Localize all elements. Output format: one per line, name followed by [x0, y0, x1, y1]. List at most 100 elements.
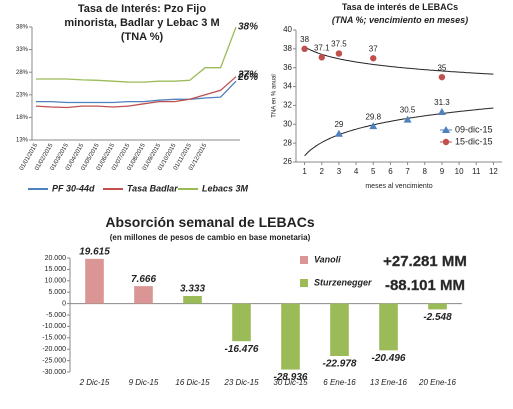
- x-tick-label: 13 Ene-16: [370, 378, 407, 387]
- bar: [428, 303, 447, 310]
- legend-label: Tasa Badlar: [127, 183, 178, 193]
- data-label: -16.476: [225, 344, 259, 355]
- point: [318, 54, 325, 61]
- chart-subtitle: (TNA %; vencimiento en meses): [331, 15, 469, 25]
- data-label: -22.978: [323, 359, 357, 370]
- point: [438, 73, 446, 81]
- y-tick-label: 38%: [16, 25, 29, 31]
- y-tick-label: 0: [62, 300, 66, 307]
- data-label: -28.936: [274, 372, 308, 383]
- point: [437, 108, 446, 116]
- y-tick-label: 5.000: [48, 289, 66, 296]
- data-label: -20.496: [372, 353, 406, 364]
- data-label: 3.333: [180, 284, 205, 295]
- y-tick-label: 34: [283, 82, 292, 91]
- x-tick-label: 10: [455, 167, 464, 176]
- y-tick-label: 36: [283, 63, 292, 72]
- data-label: 37.5: [331, 40, 347, 49]
- x-tick-label: 1: [302, 167, 307, 176]
- data-label: 38%: [238, 22, 258, 33]
- data-label: -2.548: [423, 312, 452, 323]
- y-tick-label: -20.000: [42, 346, 66, 353]
- legend-swatch: [300, 256, 308, 264]
- y-tick-label: 30: [283, 119, 292, 128]
- chart-subtitle: (en millones de pesos de cambio en base …: [109, 233, 311, 242]
- x-tick-label: 16 Dic-15: [175, 378, 210, 387]
- data-label: 31.3: [434, 98, 450, 107]
- legend-label: Lebacs 3M: [202, 183, 249, 193]
- x-axis-label: meses al vencimiento: [365, 183, 432, 190]
- chart-title: Absorción semanal de LEBACs: [105, 214, 315, 230]
- y-tick-label: -30.000: [42, 369, 66, 376]
- x-tick-label: 9: [440, 167, 445, 176]
- legend-label: PF 30-44d: [52, 183, 95, 193]
- x-tick-label: 23 Dic-15: [223, 378, 259, 387]
- data-label: 19.615: [79, 247, 110, 258]
- x-tick-label: 6: [388, 167, 393, 176]
- y-tick-label: -25.000: [42, 357, 66, 364]
- trendline: [304, 46, 494, 75]
- y-tick-label: 18%: [16, 115, 29, 121]
- bar: [134, 286, 153, 304]
- data-label: 37.1: [314, 43, 330, 52]
- point: [301, 45, 308, 53]
- data-label: 37: [369, 44, 378, 53]
- line-series: [36, 26, 237, 83]
- x-tick-label: 2 Dic-15: [79, 378, 110, 387]
- x-tick-label: 5: [371, 167, 376, 176]
- chart-title: Tasa de Interés: Pzo Fijo minorista, Bad…: [64, 3, 220, 43]
- x-tick-label: 7: [405, 167, 410, 176]
- bar: [232, 303, 251, 342]
- x-tick-label: 6 Ene-16: [323, 378, 356, 387]
- data-label: 38: [300, 35, 309, 44]
- point: [370, 55, 377, 62]
- bar: [379, 303, 398, 351]
- legend-label: Vanoli: [314, 254, 341, 264]
- point: [334, 129, 343, 137]
- point: [369, 122, 378, 130]
- chart-title: Tasa de interés de LEBACs: [341, 2, 459, 12]
- point: [335, 50, 343, 57]
- y-tick-label: -5.000: [46, 312, 66, 319]
- bar: [330, 303, 349, 356]
- data-label: 30.5: [400, 106, 416, 115]
- y-tick-label: 40: [283, 25, 292, 34]
- y-tick-label: 32: [283, 101, 292, 110]
- x-tick-label: 3: [337, 167, 342, 176]
- x-tick-label: 30 Dic-15: [273, 378, 308, 387]
- data-label: 29: [334, 120, 343, 129]
- y-tick-label: 10.000: [45, 278, 67, 285]
- data-label: 7.666: [131, 274, 156, 285]
- data-label: 27%: [237, 69, 258, 80]
- x-tick-label: 20 Ene-16: [418, 378, 456, 387]
- y-tick-label: 33%: [16, 47, 29, 53]
- y-tick-label: -10.000: [42, 323, 66, 330]
- data-label: 29.8: [365, 112, 381, 121]
- y-tick-label: 28: [283, 138, 292, 147]
- legend-label: Sturzenegger: [314, 277, 372, 287]
- y-tick-label: -15.000: [42, 335, 66, 342]
- annotation: -88.101 MM: [385, 277, 465, 294]
- x-tick-label: 12: [489, 167, 498, 176]
- bar: [85, 258, 104, 304]
- line-series: [36, 80, 237, 104]
- data-label: 35: [437, 63, 446, 72]
- point: [403, 115, 412, 123]
- legend-label: 09-dic-15: [455, 124, 493, 134]
- y-tick-label: 13%: [16, 138, 29, 144]
- line-series: [35, 76, 237, 109]
- y-axis-label: TNA en % anual: [272, 74, 278, 117]
- legend-label: 15-dic-15: [455, 136, 493, 146]
- x-tick-label: 4: [354, 167, 359, 176]
- legend-swatch: [300, 279, 308, 287]
- y-tick-label: 23%: [16, 92, 29, 98]
- bar: [281, 303, 300, 370]
- y-tick-label: 15.000: [45, 266, 67, 273]
- x-tick-label: 11: [472, 167, 481, 176]
- y-tick-label: 20.000: [45, 255, 67, 262]
- annotation: +27.281 MM: [383, 253, 467, 270]
- x-tick-label: 8: [423, 167, 428, 176]
- bar: [183, 296, 202, 304]
- x-tick-label: 2: [320, 167, 325, 176]
